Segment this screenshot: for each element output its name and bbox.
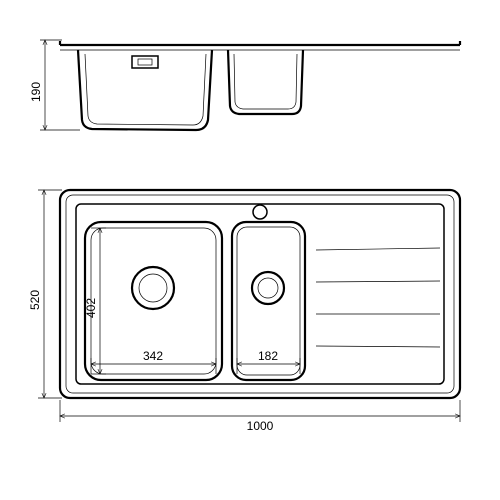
dim-width-label: 1000 (247, 419, 274, 433)
dim-half-w-label: 182 (258, 349, 278, 363)
dim-width: 1000 (60, 400, 460, 433)
dim-height-label: 520 (28, 290, 42, 310)
half-drain-icon (252, 272, 284, 304)
dim-main-w: 342 (91, 349, 216, 374)
dim-half-w: 182 (237, 349, 300, 374)
sink-technical-drawing: 190 (0, 0, 500, 500)
tap-hole (253, 205, 267, 219)
section-view (60, 41, 460, 130)
drainer-grooves (316, 248, 440, 347)
dim-main-w-label: 342 (143, 349, 163, 363)
dim-bowl-h-label: 402 (84, 298, 98, 318)
plan-view (60, 190, 460, 398)
dim-bowl-h: 402 (84, 228, 106, 374)
main-drain-icon (132, 267, 174, 309)
dim-height: 520 (28, 190, 62, 398)
dim-depth-label: 190 (29, 82, 43, 102)
dim-depth: 190 (29, 40, 80, 130)
